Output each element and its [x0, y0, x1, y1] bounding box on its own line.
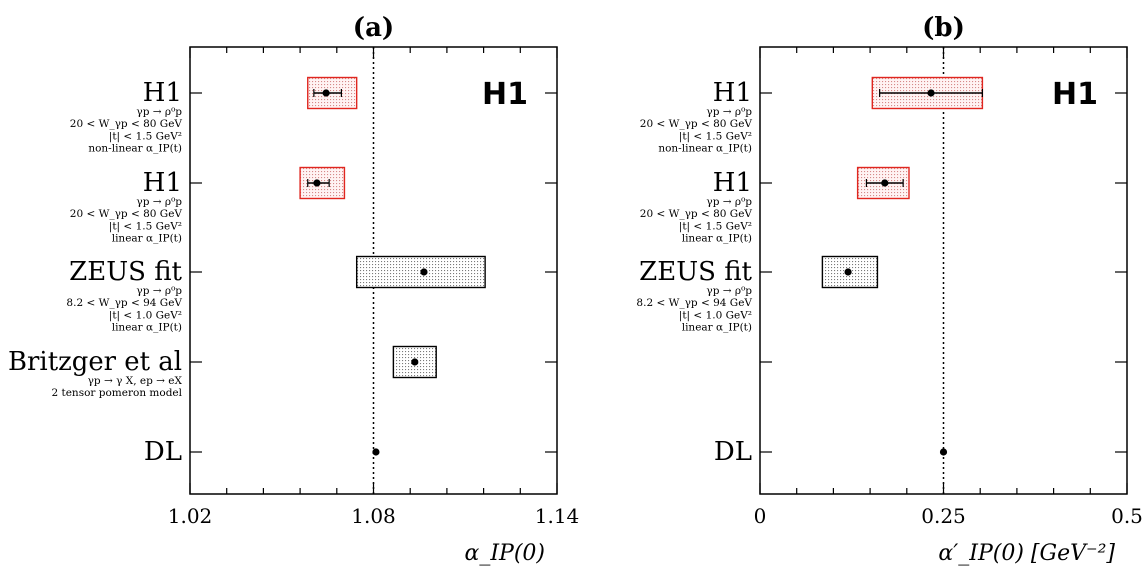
entry-condition-line: linear α_IP(t)	[112, 322, 182, 334]
data-point	[322, 89, 330, 97]
data-point	[411, 358, 419, 366]
entry-condition-line: linear α_IP(t)	[682, 322, 752, 334]
entry-condition-line: γp → ρ⁰p	[136, 285, 182, 297]
data-point	[927, 89, 935, 97]
h1-logo: H1	[1052, 77, 1098, 112]
data-point	[844, 268, 852, 276]
entry-condition-line: linear α_IP(t)	[112, 233, 182, 245]
entry-condition-line: γp → γ X, ep → eX	[88, 375, 183, 387]
entry-title: ZEUS fit	[69, 257, 182, 287]
entry-title: H1	[713, 78, 752, 108]
x-tick-label: 1.14	[535, 504, 580, 528]
data-point	[881, 179, 889, 187]
entry-title: DL	[714, 437, 752, 467]
x-tick-label: 1.02	[168, 504, 213, 528]
plot-frame	[759, 46, 1128, 495]
x-tick-label: 0	[754, 504, 767, 528]
entry-condition-line: 20 < W_γp < 80 GeV	[70, 208, 183, 220]
x-tick-label: 0.25	[921, 504, 966, 528]
x-axis-label: α_IP(0)	[464, 541, 545, 566]
data-point	[939, 448, 948, 456]
entry-condition-line: linear α_IP(t)	[682, 233, 752, 245]
entry-condition-line: |t| < 1.0 GeV²	[679, 309, 752, 322]
panel-title: (a)	[353, 13, 394, 43]
data-point	[313, 179, 321, 187]
entry-condition-line: 20 < W_γp < 80 GeV	[640, 118, 753, 130]
entry-title: DL	[144, 437, 182, 467]
entry-condition-line: 20 < W_γp < 80 GeV	[640, 208, 753, 220]
entry-condition-line: |t| < 1.5 GeV²	[109, 220, 182, 233]
entry-condition-line: γp → ρ⁰p	[136, 196, 182, 208]
entry-condition-line: γp → ρ⁰p	[706, 285, 752, 297]
entry-title: H1	[713, 168, 752, 198]
entry-condition-line: non-linear α_IP(t)	[88, 143, 182, 155]
entry-condition-line: 20 < W_γp < 80 GeV	[70, 118, 183, 130]
entry-condition-line: 8.2 < W_γp < 94 GeV	[66, 297, 182, 309]
entry-condition-line: |t| < 1.5 GeV²	[109, 130, 182, 143]
entry-condition-line: γp → ρ⁰p	[706, 106, 752, 118]
entry-title: ZEUS fit	[639, 257, 752, 287]
entry-condition-line: non-linear α_IP(t)	[658, 143, 752, 155]
data-point	[420, 268, 428, 276]
entry-title: Britzger et al	[8, 347, 182, 377]
data-point	[372, 448, 380, 456]
panel-title: (b)	[922, 13, 965, 43]
entry-title: H1	[143, 78, 182, 108]
entry-condition-line: γp → ρ⁰p	[706, 196, 752, 208]
x-tick-label: 0.5	[1111, 504, 1143, 528]
entry-condition-line: |t| < 1.0 GeV²	[109, 309, 182, 322]
entry-condition-line: γp → ρ⁰p	[136, 106, 182, 118]
h1-logo: H1	[482, 77, 528, 112]
entry-condition-line: 8.2 < W_γp < 94 GeV	[636, 297, 752, 309]
x-tick-label: 1.08	[351, 504, 396, 528]
entry-condition-line: |t| < 1.5 GeV²	[679, 220, 752, 233]
entry-title: H1	[143, 168, 182, 198]
entry-condition-line: 2 tensor pomeron model	[51, 387, 182, 399]
x-axis-label: α′_IP(0) [GeV⁻²]	[938, 541, 1115, 566]
entry-condition-line: |t| < 1.5 GeV²	[679, 130, 752, 143]
